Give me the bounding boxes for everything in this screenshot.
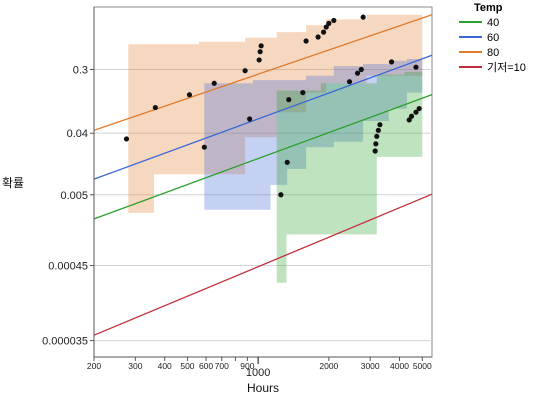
x-tick-label: 300 xyxy=(128,361,142,371)
data-point xyxy=(303,38,309,44)
plot-frame xyxy=(93,6,433,358)
legend-item-40[interactable]: 40 xyxy=(459,17,499,29)
confidence-band-80 xyxy=(128,10,423,213)
data-point xyxy=(372,148,378,154)
data-point xyxy=(300,89,306,96)
x-tick-label: 900 xyxy=(240,361,254,371)
x-tick-label: 4000 xyxy=(390,361,409,371)
data-point xyxy=(346,79,353,85)
data-point xyxy=(416,105,422,112)
x-tick-label: 500 xyxy=(180,361,194,371)
fit-line-10 xyxy=(93,193,433,336)
x-tick-label: 600 xyxy=(199,361,213,371)
data-point xyxy=(358,66,364,73)
data-point xyxy=(320,29,327,35)
confidence-band-60 xyxy=(204,57,423,210)
fit-line-80 xyxy=(93,14,433,131)
grid-layer xyxy=(94,69,432,342)
data-point xyxy=(201,144,207,150)
x-tick-label: 3000 xyxy=(361,361,380,371)
y-tick-label: 0.04 xyxy=(67,128,88,140)
x-tick-label: 200 xyxy=(87,361,101,371)
x-axis-title: Hours xyxy=(247,381,279,395)
data-point xyxy=(284,159,290,165)
data-point xyxy=(326,20,332,26)
confidence-band-40 xyxy=(276,69,423,283)
y-axis-ticks: 0.3 0.04 0.005 0.00045 0.000035 xyxy=(42,7,95,357)
data-point xyxy=(242,68,248,74)
legend-item-60[interactable]: 60 xyxy=(459,32,499,44)
data-point xyxy=(377,122,383,128)
data-point xyxy=(278,192,284,198)
data-point xyxy=(354,70,361,76)
y-tick-label: 0.00045 xyxy=(48,261,88,273)
data-point xyxy=(388,59,395,65)
legend-item-10[interactable]: 기저=10 xyxy=(459,61,526,74)
data-point xyxy=(323,24,329,30)
legend-label: 60 xyxy=(487,32,499,44)
data-point xyxy=(408,113,415,119)
x-tick-label: 700 xyxy=(215,361,229,371)
x-major-tick-label: 1000 xyxy=(246,367,270,379)
legend-items: 40 60 80 기저=10 xyxy=(459,17,526,74)
data-point xyxy=(247,116,253,122)
legend-item-80[interactable]: 80 xyxy=(459,47,499,59)
data-point xyxy=(258,43,264,49)
data-point xyxy=(123,136,130,142)
legend-label: 80 xyxy=(487,47,499,59)
data-point xyxy=(211,80,217,86)
x-tick-label: 5000 xyxy=(413,361,432,371)
data-point xyxy=(374,133,380,139)
data-point xyxy=(257,49,263,55)
legend-title: Temp xyxy=(474,2,503,14)
data-points xyxy=(123,14,422,198)
fit-lines xyxy=(93,14,433,336)
confidence-bands xyxy=(128,10,423,283)
data-point xyxy=(360,14,366,20)
y-axis-title: 확률 xyxy=(2,176,24,190)
data-point xyxy=(315,34,321,40)
y-tick-label: 0.000035 xyxy=(42,336,88,348)
x-axis-ticks: 200 300 400 500 600 700 900 2000 3000 4000 5000 100… xyxy=(87,356,432,379)
data-point xyxy=(373,141,379,147)
data-point xyxy=(286,97,292,103)
y-tick-label: 0.005 xyxy=(60,190,88,202)
data-point xyxy=(413,64,419,70)
legend-label: 기저=10 xyxy=(487,61,526,74)
legend-label: 40 xyxy=(487,17,499,29)
data-point xyxy=(413,109,419,115)
data-point xyxy=(256,57,262,63)
legend[interactable]: Temp 40 60 80 기저=10 xyxy=(459,2,526,74)
fit-line-40 xyxy=(93,94,433,220)
data-point xyxy=(152,104,158,111)
data-point xyxy=(186,92,193,98)
x-tick-label: 2000 xyxy=(319,361,338,371)
y-tick-label: 0.3 xyxy=(73,65,88,77)
x-tick-label: 400 xyxy=(158,361,172,371)
data-point xyxy=(375,127,381,133)
fit-line-60 xyxy=(93,54,433,180)
data-point xyxy=(331,17,337,24)
